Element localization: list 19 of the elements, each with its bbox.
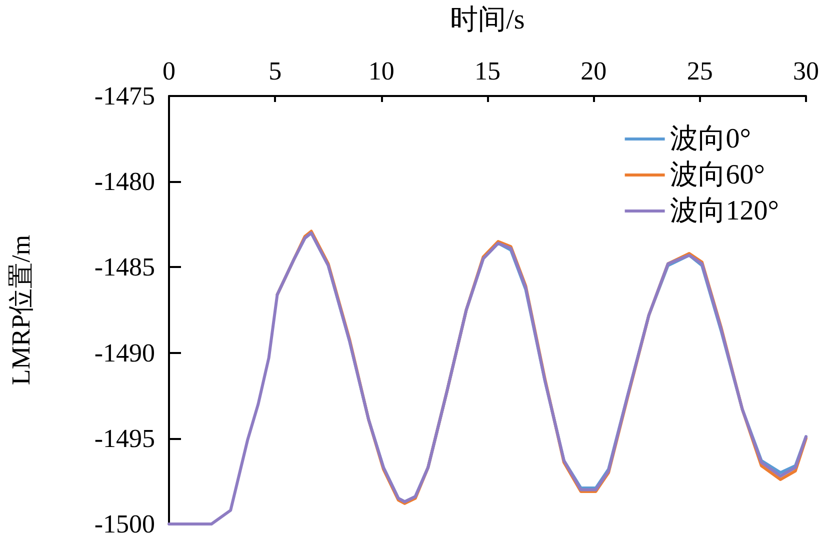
x-tick-label: 30 — [793, 56, 819, 86]
x-tick-label: 5 — [268, 56, 282, 86]
x-axis-title: 时间/s — [450, 4, 525, 36]
y-tick-label: -1485 — [94, 252, 155, 282]
y-tick-label: -1500 — [94, 510, 155, 538]
y-tick-label: -1475 — [94, 82, 155, 110]
legend-label: 波向0° — [670, 124, 752, 154]
x-tick-label: 25 — [686, 56, 713, 86]
x-tick-label: 20 — [580, 56, 607, 86]
y-tick-label: -1490 — [94, 338, 155, 368]
x-tick-label: 10 — [368, 56, 394, 86]
x-tick-label: 0 — [162, 56, 176, 86]
y-tick-label: -1480 — [94, 167, 155, 196]
x-tick-label: 15 — [474, 56, 500, 86]
line-series — [168, 231, 808, 526]
legend-label: 波向120° — [670, 196, 780, 226]
legend-label: 波向60° — [670, 160, 766, 190]
y-axis-title: LMRP位置/m — [6, 234, 36, 386]
y-tick-label: -1495 — [94, 424, 155, 453]
